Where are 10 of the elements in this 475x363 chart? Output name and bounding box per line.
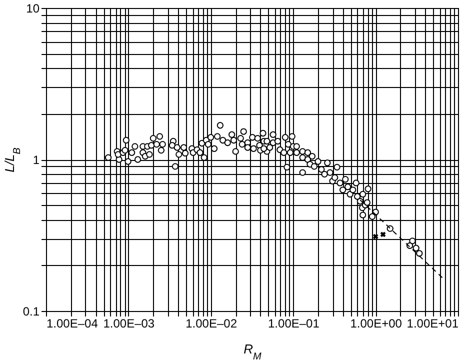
x-tick-label: 1.00E+01 <box>406 316 459 330</box>
x-tick-label: 1.00E–02 <box>186 316 238 330</box>
x-tick-label: 1.00E+00 <box>350 316 402 330</box>
y-tick-label: 10 <box>26 2 40 16</box>
y-tick-label: 1 <box>32 153 40 167</box>
x-axis-title: R$_{M}$ <box>244 342 262 362</box>
y-tick-label: 0.1 <box>22 304 40 318</box>
x-tick-label: 1.00E–04 <box>46 316 98 330</box>
x-tick-label: 1.00E–03 <box>103 316 155 330</box>
x-tick-label: 1.00E–01 <box>268 316 320 330</box>
